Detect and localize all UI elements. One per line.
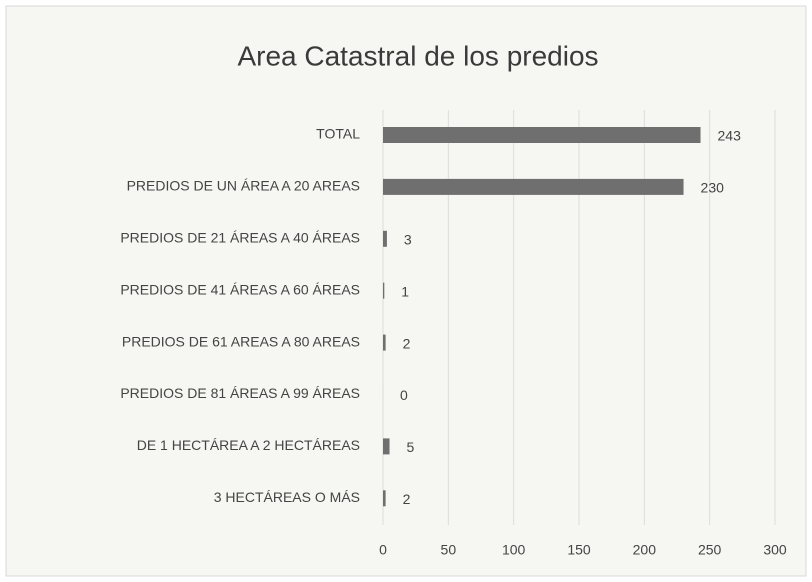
y-tick-label: PREDIOS DE UN ÁREA A 20 AREAS <box>127 178 360 194</box>
bar <box>383 438 390 455</box>
data-label: 243 <box>718 128 742 144</box>
y-tick-label: PREDIOS DE 41 ÁREAS A 60 ÁREAS <box>120 281 360 297</box>
data-label: 1 <box>401 283 409 299</box>
y-tick-label: 3 HECTÁREAS O MÁS <box>214 489 360 505</box>
y-tick-label: TOTAL <box>316 126 360 142</box>
data-label: 2 <box>403 491 411 507</box>
x-tick-label: 200 <box>633 542 657 558</box>
x-tick-label: 250 <box>698 542 722 558</box>
x-tick-label: 0 <box>379 542 387 558</box>
y-tick-label: DE 1 HECTÁREA A 2 HECTÁREAS <box>137 437 360 453</box>
chart-background <box>5 5 807 577</box>
y-tick-label: PREDIOS DE 21 ÁREAS A 40 ÁREAS <box>120 230 360 246</box>
data-label: 0 <box>400 387 408 403</box>
data-label: 230 <box>701 180 725 196</box>
data-label: 5 <box>407 439 415 455</box>
bar <box>383 178 684 195</box>
data-label: 3 <box>404 232 412 248</box>
y-tick-label: PREDIOS DE 81 ÁREAS A 99 ÁREAS <box>120 385 360 401</box>
x-tick-label: 50 <box>441 542 457 558</box>
data-label: 2 <box>403 335 411 351</box>
x-tick-label: 300 <box>763 542 787 558</box>
chart-title: Area Catastral de los predios <box>237 40 598 71</box>
bar <box>383 334 386 351</box>
x-tick-label: 150 <box>567 542 591 558</box>
bar <box>383 282 385 299</box>
bar <box>383 230 387 247</box>
bar <box>383 127 701 143</box>
x-tick-label: 100 <box>502 542 526 558</box>
bar <box>383 490 386 507</box>
y-tick-label: PREDIOS DE 61 AREAS A 80 AREAS <box>122 333 360 349</box>
